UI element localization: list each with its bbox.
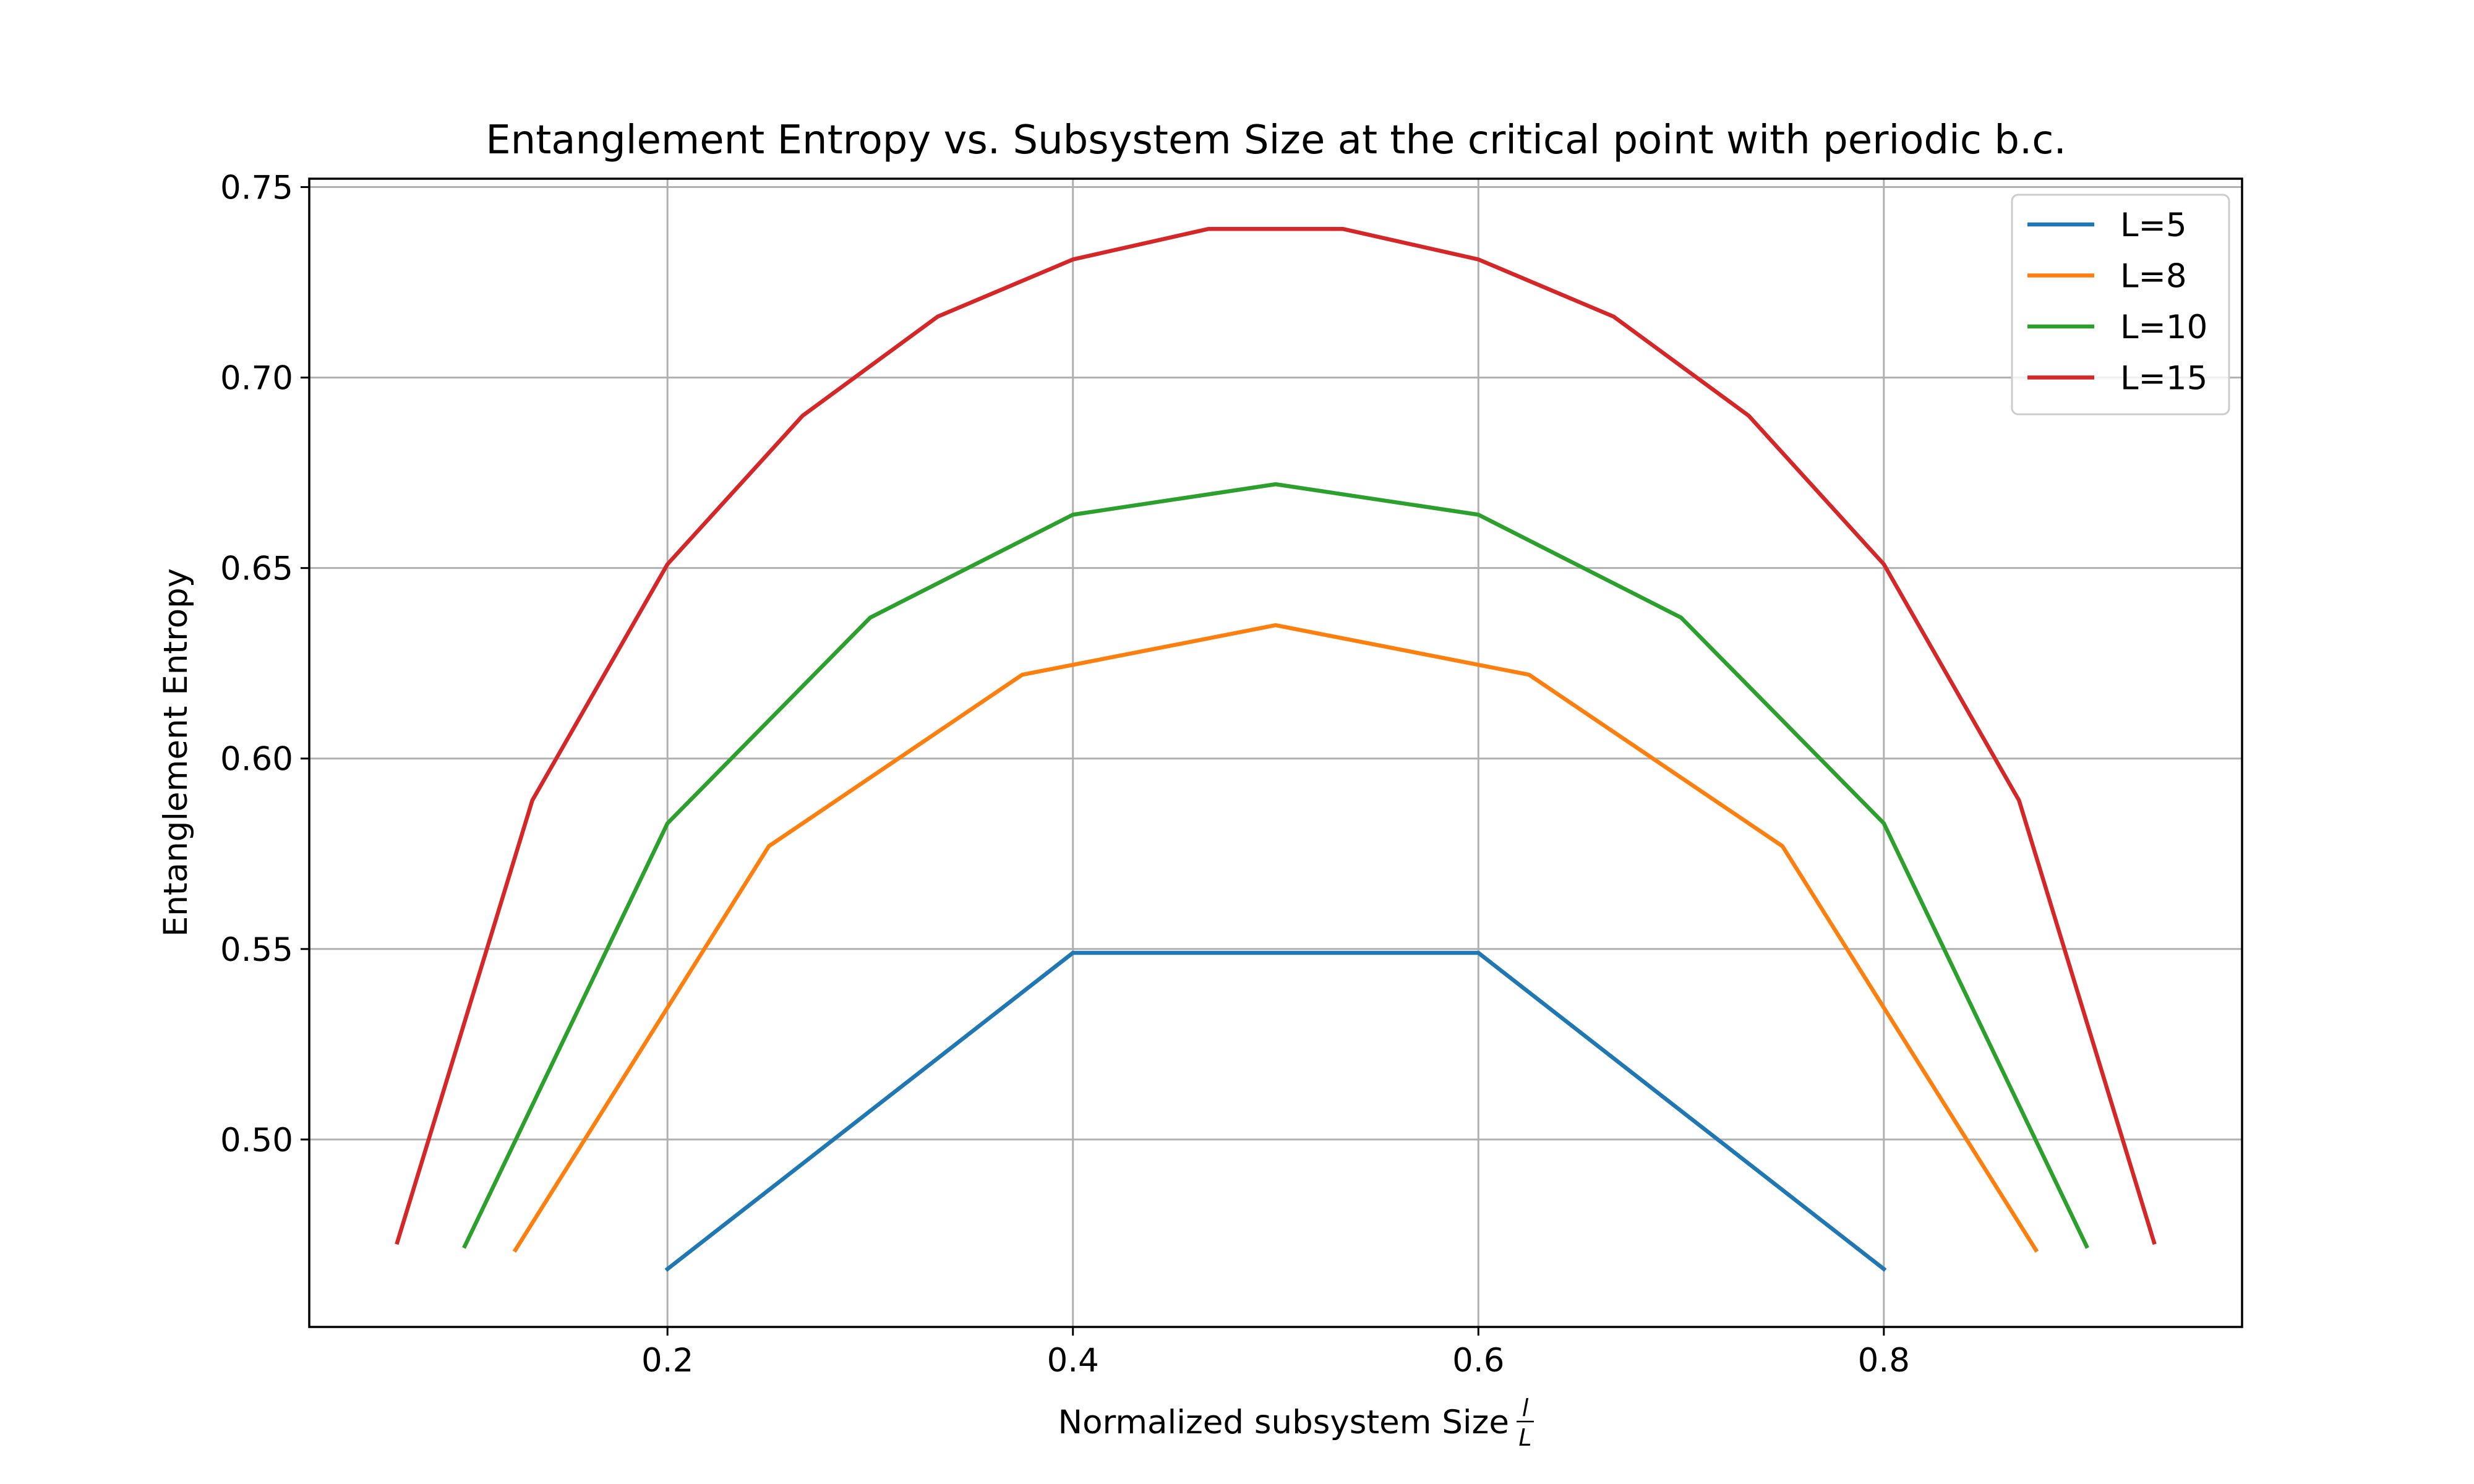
legend-label-l-10: L=10	[2120, 309, 2207, 346]
legend-label-l-15: L=15	[2120, 360, 2207, 398]
series-line-l-5	[664, 950, 1887, 1272]
plot-frame	[308, 177, 2243, 1328]
y-tick-label: 0.55	[220, 931, 293, 969]
x-tick-label: 0.4	[1047, 1342, 1099, 1380]
x-axis-label-denominator: L	[1518, 1424, 1531, 1451]
series-line-l-8	[512, 623, 2039, 1253]
x-axis-label-numerator: l	[1522, 1394, 1529, 1422]
x-tick-label: 0.2	[641, 1342, 693, 1380]
y-tick-label: 0.70	[220, 360, 293, 398]
x-tick-label: 0.8	[1858, 1342, 1910, 1380]
x-axis-label: Normalized subsystem Size	[1058, 1404, 1509, 1441]
y-tick-label: 0.60	[220, 741, 293, 778]
series-group	[395, 227, 2157, 1272]
x-tick-label: 0.6	[1452, 1342, 1504, 1380]
legend-label-l-5: L=5	[2120, 207, 2187, 244]
legend-label-l-8: L=8	[2120, 258, 2187, 296]
legend: L=5 L=8 L=10 L=15	[2011, 194, 2230, 416]
y-tick-label: 0.75	[220, 169, 293, 207]
y-tick-label: 0.50	[220, 1122, 293, 1159]
grid	[309, 179, 2242, 1327]
chart-title: Entanglement Entropy vs. Subsystem Size …	[486, 117, 2066, 163]
ticks: 0.2 0.4 0.6 0.8 0.50 0.55 0.60 0.65 0.70 0.75	[220, 169, 1910, 1380]
series-line-l-15	[395, 227, 2157, 1245]
y-axis-label: Entanglement Entropy	[157, 568, 195, 937]
y-tick-label: 0.65	[220, 550, 293, 588]
legend-box	[2011, 194, 2230, 416]
series-line-l-10	[462, 482, 2089, 1249]
